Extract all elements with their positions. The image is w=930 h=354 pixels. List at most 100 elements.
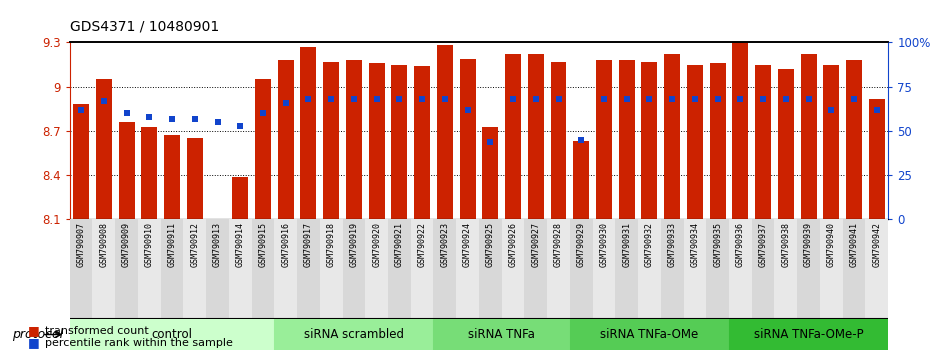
- Bar: [661, 219, 684, 319]
- Bar: [664, 54, 680, 219]
- Text: GSM790933: GSM790933: [668, 222, 677, 268]
- Text: GSM790928: GSM790928: [554, 222, 563, 268]
- Bar: [206, 219, 229, 319]
- Bar: [710, 63, 725, 219]
- Bar: [775, 219, 797, 319]
- Text: GSM790932: GSM790932: [644, 222, 654, 268]
- Bar: [414, 66, 430, 219]
- Bar: [161, 219, 183, 319]
- Bar: [342, 219, 365, 319]
- Bar: [388, 219, 411, 319]
- Bar: [551, 62, 566, 219]
- Text: GSM790927: GSM790927: [531, 222, 540, 268]
- Text: percentile rank within the sample: percentile rank within the sample: [45, 338, 232, 348]
- Bar: [232, 177, 248, 219]
- Bar: [797, 219, 820, 319]
- Text: GSM790942: GSM790942: [872, 222, 882, 268]
- Bar: [164, 135, 180, 219]
- Bar: [459, 59, 475, 219]
- Bar: [592, 219, 616, 319]
- Bar: [777, 69, 794, 219]
- Bar: [687, 64, 703, 219]
- Text: GSM790941: GSM790941: [849, 222, 858, 268]
- Bar: [187, 138, 203, 219]
- Bar: [729, 219, 751, 319]
- Text: siRNA scrambled: siRNA scrambled: [304, 328, 404, 341]
- Bar: [618, 60, 634, 219]
- Text: GSM790920: GSM790920: [372, 222, 381, 268]
- Bar: [505, 54, 521, 219]
- Bar: [278, 60, 294, 219]
- Text: GSM790911: GSM790911: [167, 222, 177, 268]
- Bar: [274, 319, 433, 350]
- Text: transformed count: transformed count: [45, 326, 149, 336]
- Bar: [483, 126, 498, 219]
- Bar: [138, 219, 161, 319]
- Text: GSM790919: GSM790919: [350, 222, 358, 268]
- Bar: [70, 319, 274, 350]
- Text: GSM790939: GSM790939: [804, 222, 813, 268]
- Bar: [846, 60, 862, 219]
- Bar: [525, 219, 547, 319]
- Bar: [547, 219, 570, 319]
- Bar: [755, 64, 771, 219]
- Text: protocol: protocol: [12, 328, 63, 341]
- Text: GSM790917: GSM790917: [304, 222, 313, 268]
- Text: GSM790940: GSM790940: [827, 222, 836, 268]
- Bar: [115, 219, 138, 319]
- Text: GSM790923: GSM790923: [440, 222, 449, 268]
- Bar: [570, 319, 729, 350]
- Text: GSM790931: GSM790931: [622, 222, 631, 268]
- Text: GSM790907: GSM790907: [76, 222, 86, 268]
- Bar: [457, 219, 479, 319]
- Text: GSM790937: GSM790937: [759, 222, 767, 268]
- Text: GSM790930: GSM790930: [600, 222, 608, 268]
- Bar: [324, 62, 339, 219]
- Bar: [596, 60, 612, 219]
- Text: ■: ■: [28, 336, 40, 349]
- Bar: [392, 64, 407, 219]
- Text: GSM790913: GSM790913: [213, 222, 222, 268]
- Text: GSM790916: GSM790916: [281, 222, 290, 268]
- Bar: [823, 64, 839, 219]
- Bar: [274, 219, 297, 319]
- Bar: [92, 219, 115, 319]
- Text: GSM790938: GSM790938: [781, 222, 790, 268]
- Text: GSM790915: GSM790915: [259, 222, 268, 268]
- Bar: [733, 34, 749, 219]
- Bar: [820, 219, 843, 319]
- Bar: [346, 60, 362, 219]
- Text: GSM790922: GSM790922: [418, 222, 427, 268]
- Bar: [119, 122, 135, 219]
- Bar: [570, 219, 592, 319]
- Bar: [479, 219, 501, 319]
- Bar: [411, 219, 433, 319]
- Text: GSM790910: GSM790910: [145, 222, 153, 268]
- Text: GSM790918: GSM790918: [326, 222, 336, 268]
- Text: siRNA TNFa: siRNA TNFa: [468, 328, 535, 341]
- Bar: [73, 104, 89, 219]
- Bar: [638, 219, 661, 319]
- Bar: [573, 141, 590, 219]
- Text: ■: ■: [28, 325, 40, 337]
- Text: GSM790908: GSM790908: [100, 222, 109, 268]
- Bar: [869, 98, 884, 219]
- Bar: [255, 79, 271, 219]
- Bar: [96, 79, 112, 219]
- Bar: [729, 319, 888, 350]
- Bar: [528, 54, 544, 219]
- Bar: [320, 219, 342, 319]
- Bar: [433, 219, 457, 319]
- Bar: [252, 219, 274, 319]
- Bar: [70, 219, 92, 319]
- Bar: [706, 219, 729, 319]
- Text: GSM790909: GSM790909: [122, 222, 131, 268]
- Text: GSM790921: GSM790921: [395, 222, 404, 268]
- Text: GSM790929: GSM790929: [577, 222, 586, 268]
- Text: GSM790934: GSM790934: [690, 222, 699, 268]
- Text: GSM790914: GSM790914: [235, 222, 245, 268]
- Bar: [437, 45, 453, 219]
- Bar: [365, 219, 388, 319]
- Bar: [368, 63, 385, 219]
- Bar: [642, 62, 658, 219]
